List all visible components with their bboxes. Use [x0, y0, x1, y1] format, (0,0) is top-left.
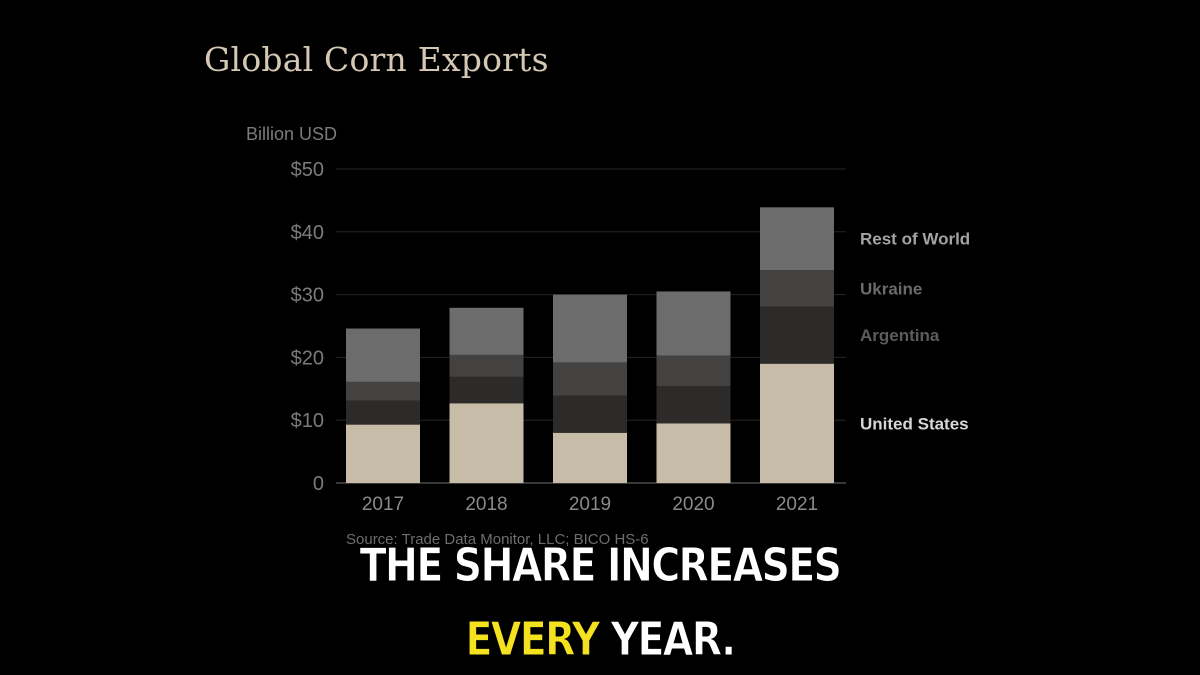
bar-segment: [760, 363, 834, 483]
bar-segment: [656, 423, 731, 483]
bar-stack: [346, 328, 420, 483]
caption-line-2: EVERY YEAR.: [84, 612, 1116, 667]
x-axis-ticks: 2017 2018 2019 2020 2021: [362, 494, 818, 515]
caption-line-1: THE SHARE INCREASES: [359, 538, 842, 593]
bar-segment: [656, 291, 731, 356]
y-tick-label: $40: [291, 222, 324, 244]
caption-line-2-rest: YEAR.: [598, 612, 737, 667]
legend: United States Argentina Ukraine Rest of Wor…: [860, 230, 970, 434]
legend-label: Ukraine: [860, 279, 922, 298]
x-tick-label: 2021: [776, 494, 818, 515]
bar-segment: [553, 395, 627, 433]
y-axis-unit-label: Billion USD: [246, 124, 337, 144]
bar-stack: [449, 307, 524, 483]
bar-segment: [449, 376, 524, 404]
legend-label: Rest of World: [860, 230, 970, 249]
bar-stack: [760, 207, 834, 483]
x-tick-label: 2020: [672, 494, 714, 515]
x-tick-label: 2017: [362, 494, 404, 515]
bar-stack: [553, 294, 627, 483]
bar-segment: [449, 403, 524, 483]
bar-segment: [656, 386, 731, 424]
bar-segment: [449, 354, 524, 377]
y-tick-label: $50: [291, 159, 324, 181]
bar-segment: [760, 270, 834, 307]
x-tick-label: 2018: [465, 494, 507, 515]
y-tick-label: $10: [291, 410, 324, 432]
legend-label: Argentina: [860, 326, 940, 345]
bar-segment: [346, 400, 420, 425]
y-axis-ticks: 0 $10 $20 $30 $40 $50: [291, 159, 324, 495]
source-note: Source: Trade Data Monitor, LLC; BICO HS…: [346, 531, 649, 548]
chart-title: Global Corn Exports: [204, 40, 549, 79]
bar-segment: [760, 306, 834, 364]
y-tick-label: $20: [291, 347, 324, 369]
bar-segment: [553, 432, 627, 483]
bar-stack-group: [346, 207, 834, 483]
legend-label: United States: [860, 414, 969, 433]
bar-segment: [346, 424, 420, 483]
bar-segment: [346, 381, 420, 401]
y-tick-label: $30: [291, 285, 324, 307]
bar-stack: [656, 291, 731, 483]
y-tick-label: 0: [313, 473, 324, 495]
x-tick-label: 2019: [569, 494, 611, 515]
bar-segment: [656, 355, 731, 387]
bar-segment: [449, 307, 524, 355]
caption-highlight-word: EVERY: [465, 612, 601, 667]
bar-segment: [346, 328, 420, 382]
bar-segment: [760, 207, 834, 271]
bar-segment: [553, 294, 627, 363]
bar-segment: [553, 362, 627, 396]
